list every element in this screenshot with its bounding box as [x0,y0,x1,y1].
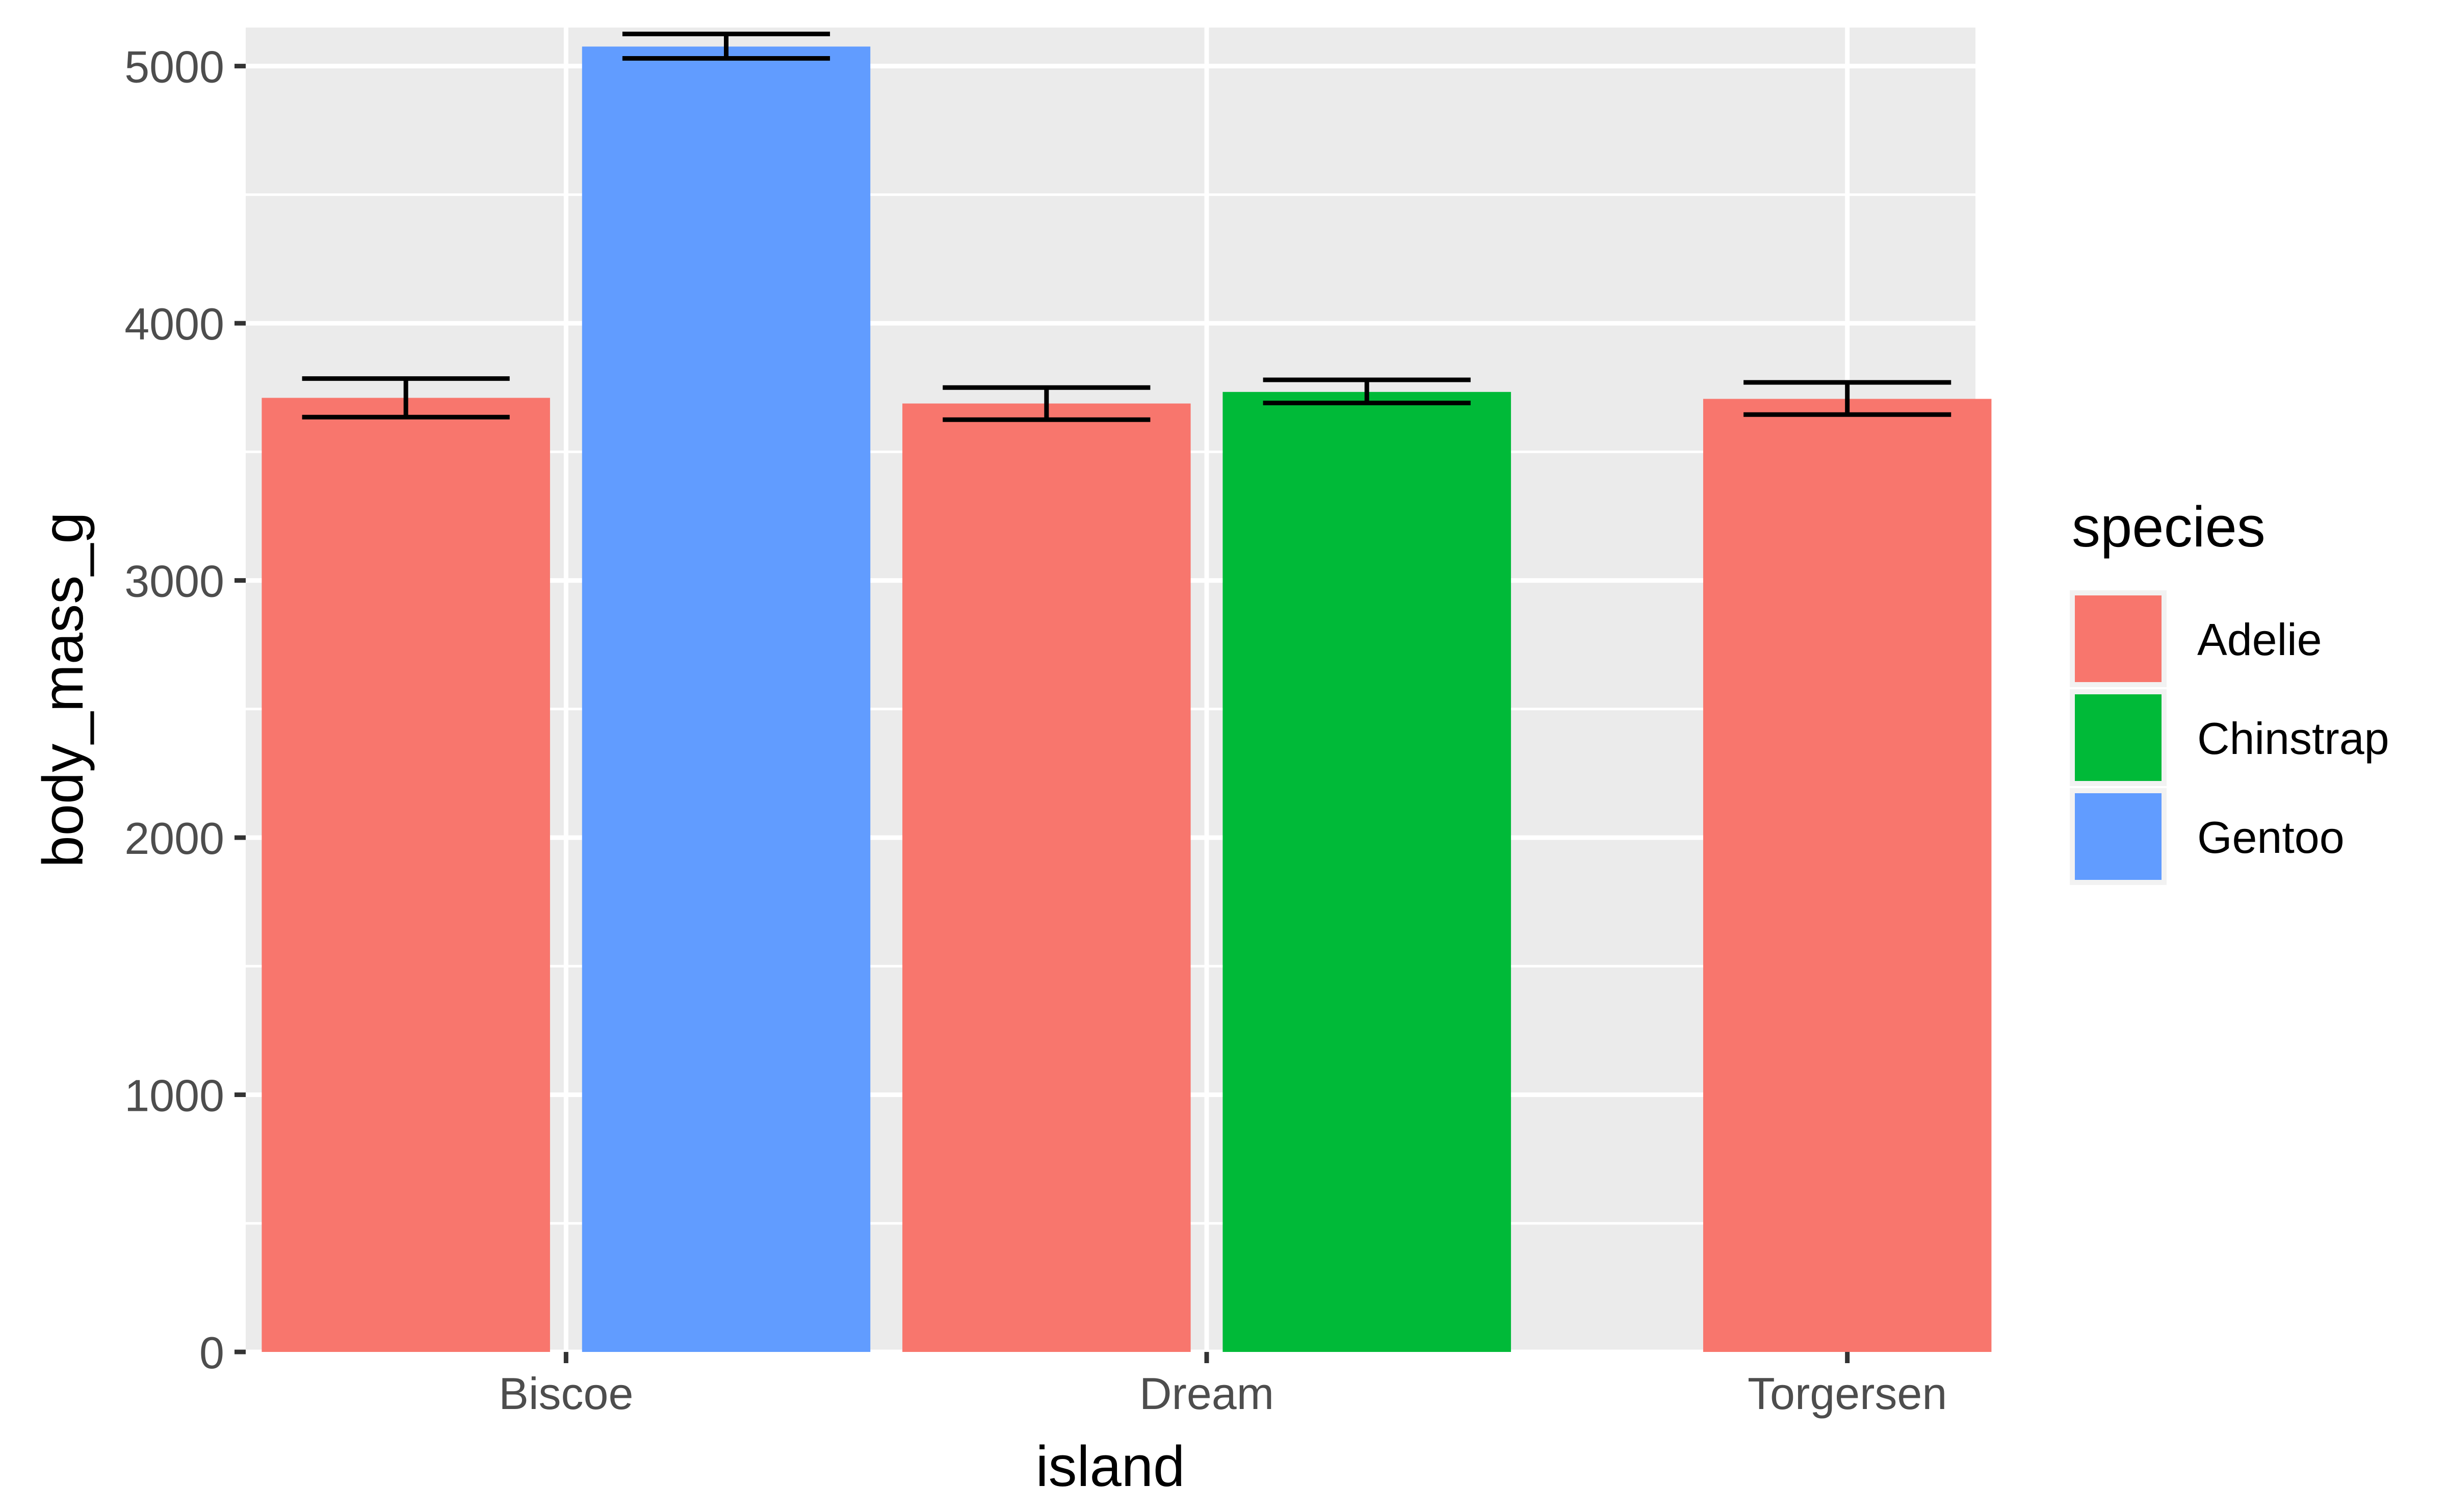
legend: species Adelie Chinstrap Gentoo [2070,495,2389,885]
legend-label-chinstrap: Chinstrap [2197,713,2389,764]
x-axis-title: island [1036,1435,1185,1498]
y-tick-label: 4000 [124,299,224,349]
bar-torgersen-adelie [1703,399,1992,1352]
bar-dream-chinstrap [1222,392,1511,1352]
legend-items: Adelie Chinstrap Gentoo [2070,590,2389,885]
legend-key-gentoo [2075,793,2162,880]
x-tick-label: Torgersen [1748,1368,1947,1419]
error-bar-dream-chinstrap [1263,377,1471,406]
bar-dream-adelie [902,403,1191,1352]
error-bar-biscoe-adelie [302,376,510,420]
error-bar-biscoe-gentoo [622,32,830,61]
x-tick-label: Dream [1139,1368,1274,1419]
x-axis: Biscoe Dream Torgersen [499,1352,1947,1419]
y-axis: 0 1000 2000 3000 4000 5000 [124,42,246,1378]
y-tick-label: 3000 [124,556,224,607]
legend-title: species [2072,495,2266,559]
legend-key-adelie [2075,595,2162,682]
y-tick-label: 1000 [124,1071,224,1121]
bar-biscoe-gentoo [582,46,871,1352]
bars [262,46,1992,1352]
x-tick-label: Biscoe [499,1368,633,1419]
legend-key-chinstrap [2075,694,2162,781]
y-axis-title: body_mass_g [31,512,95,867]
bar-biscoe-adelie [262,398,550,1352]
legend-label-adelie: Adelie [2197,614,2322,665]
error-bar-dream-adelie [943,385,1151,422]
y-tick-label: 2000 [124,813,224,864]
error-bars [302,32,1951,422]
error-bar-torgersen-adelie [1743,380,1951,417]
legend-label-gentoo: Gentoo [2197,812,2345,863]
y-tick-label: 0 [199,1327,224,1378]
y-tick-label: 5000 [124,42,224,92]
